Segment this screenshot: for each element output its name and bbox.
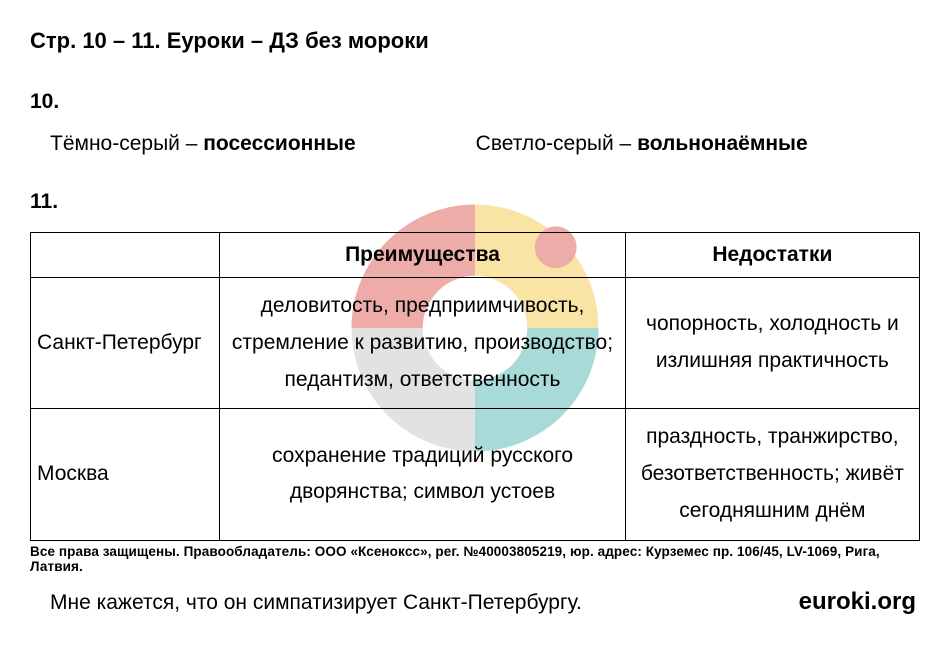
section-11-number: 11. <box>30 190 920 214</box>
legend-item-dark: Тёмно-серый – посессионные <box>50 132 356 156</box>
table-row: Санкт-Петербург деловитость, предприимчи… <box>31 278 920 409</box>
legend-term: посессионные <box>203 132 355 155</box>
legend-label: Светло-серый – <box>476 132 637 155</box>
copyright-text: Все права защищены. Правообладатель: ООО… <box>30 544 920 574</box>
row-head-spb: Санкт-Петербург <box>31 278 220 409</box>
page-title: Стр. 10 – 11. Еуроки – ДЗ без мороки <box>30 28 920 54</box>
legend-label: Тёмно-серый – <box>50 132 203 155</box>
cell-dis: праздность, транжирство, безответственно… <box>625 409 919 540</box>
table-header-adv: Преимущества <box>220 233 625 278</box>
cell-adv: деловитость, предприимчивость, стремлени… <box>220 278 625 409</box>
cell-adv: сохранение традиций русского дворянства;… <box>220 409 625 540</box>
table-row: Москва сохранение традиций русского двор… <box>31 409 920 540</box>
opinion-text: Мне кажется, что он симпатизирует Санкт-… <box>50 591 582 615</box>
legend-term: вольнонаёмные <box>637 132 808 155</box>
cell-dis: чопорность, холодность и излишняя практи… <box>625 278 919 409</box>
comparison-table: Преимущества Недостатки Санкт-Петербург … <box>30 232 920 541</box>
site-link[interactable]: euroki.org <box>799 588 916 616</box>
section-10-number: 10. <box>30 90 920 114</box>
legend-item-light: Светло-серый – вольнонаёмные <box>476 132 808 156</box>
table-header-empty <box>31 233 220 278</box>
table-header-dis: Недостатки <box>625 233 919 278</box>
legend-row: Тёмно-серый – посессионные Светло-серый … <box>50 132 920 156</box>
row-head-moscow: Москва <box>31 409 220 540</box>
